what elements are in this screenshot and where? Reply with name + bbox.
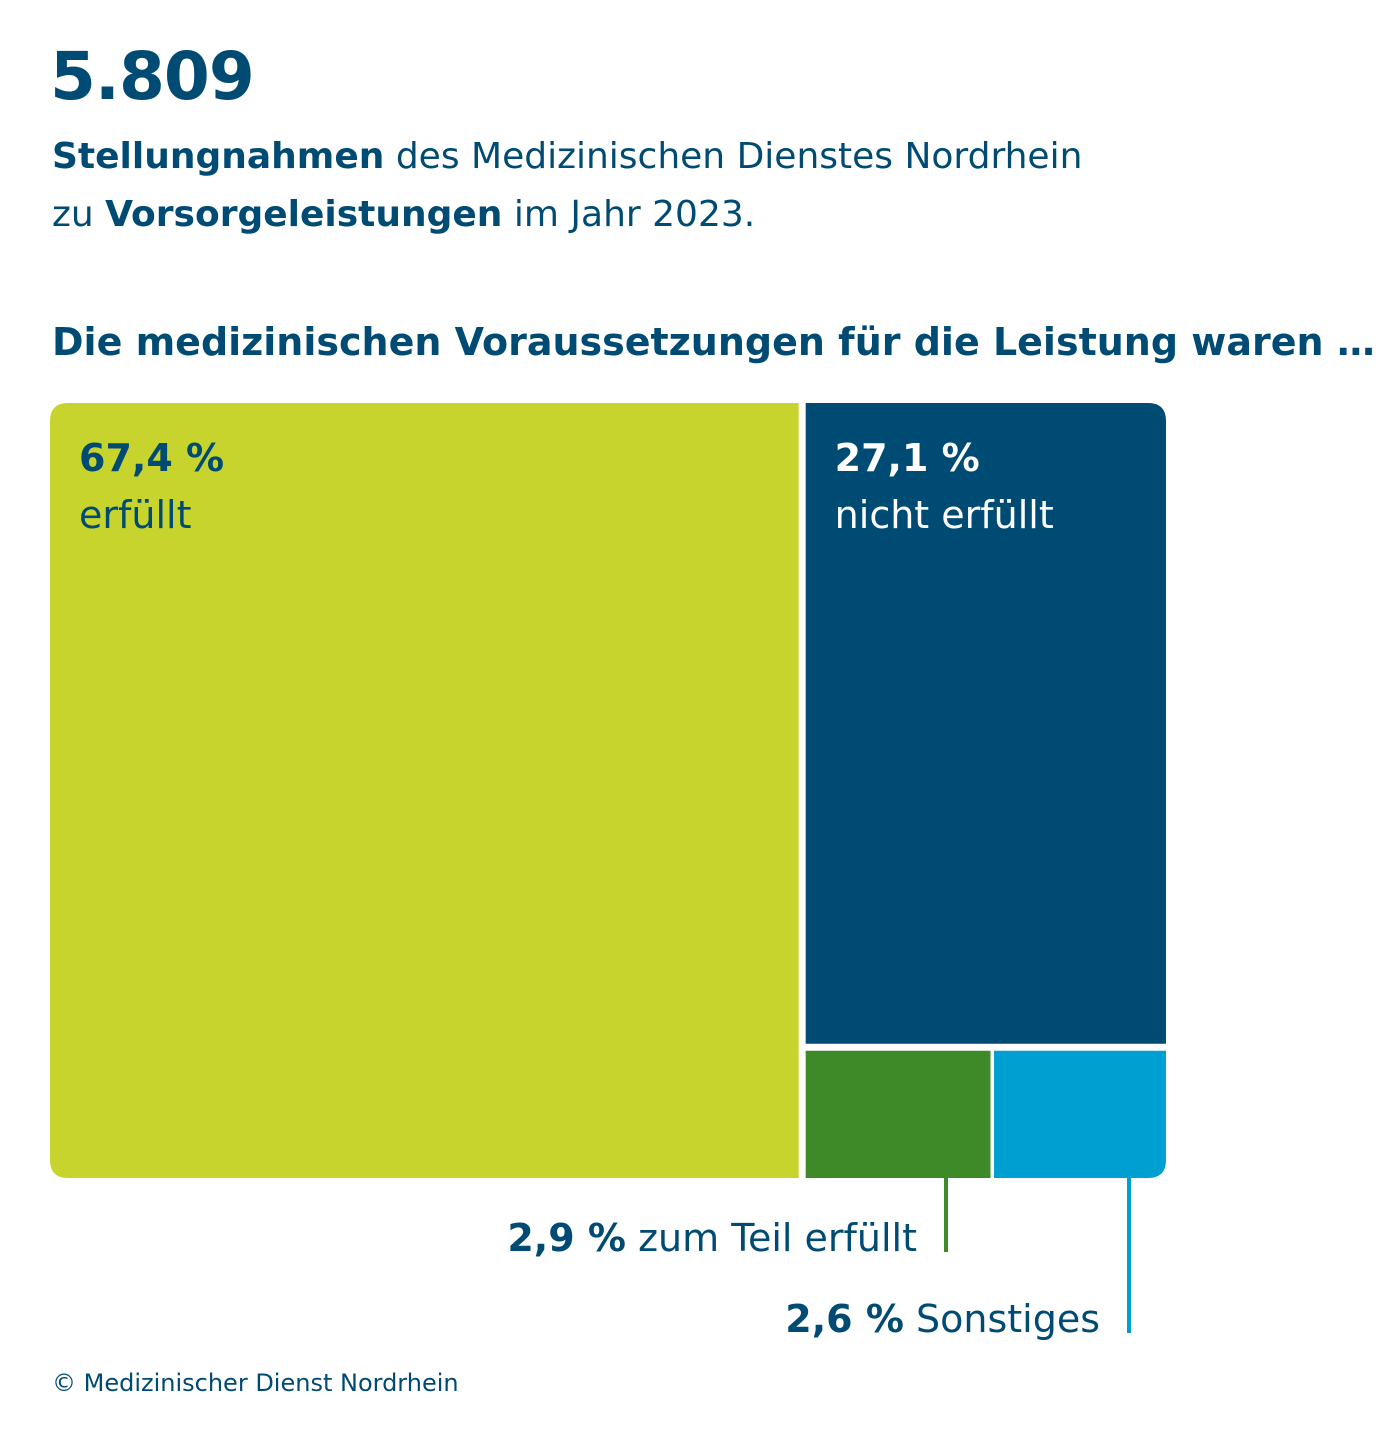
callout-label-zum-teil-erfuellt: 2,9 % zum Teil erfüllt bbox=[507, 1216, 917, 1260]
callout-label-sonstiges: 2,6 % Sonstiges bbox=[785, 1297, 1100, 1341]
subtitle: Stellungnahmen des Medizinischen Dienste… bbox=[52, 128, 1302, 244]
value-label-nicht-erfuellt: 27,1 % bbox=[835, 436, 980, 480]
category-label-nicht-erfuellt: nicht erfüllt bbox=[835, 493, 1054, 537]
treemap-cell-zum-teil-erfuellt bbox=[805, 1050, 991, 1178]
subtitle-bold-2: Vorsorgeleistungen bbox=[105, 194, 503, 235]
subtitle-text-2: zu bbox=[52, 194, 106, 235]
value-label-erfuellt: 67,4 % bbox=[79, 436, 224, 480]
treemap-cell-sonstiges bbox=[994, 1050, 1166, 1178]
value-label-sonstiges: 2,6 % bbox=[785, 1297, 904, 1341]
category-label-zum-teil-erfuellt: zum Teil erfüllt bbox=[626, 1216, 917, 1260]
category-label-erfuellt: erfüllt bbox=[79, 493, 191, 537]
chart-question: Die medizinischen Voraussetzungen für di… bbox=[52, 320, 1375, 364]
subtitle-text-1: des Medizinischen Dienstes Nordrhein bbox=[384, 136, 1083, 177]
copyright-credit: © Medizinischer Dienst Nordrhein bbox=[52, 1369, 459, 1397]
value-label-zum-teil-erfuellt: 2,9 % bbox=[507, 1216, 626, 1260]
category-label-sonstiges: Sonstiges bbox=[904, 1297, 1100, 1341]
subtitle-bold-1: Stellungnahmen bbox=[52, 136, 385, 177]
subtitle-text-3: im Jahr 2023. bbox=[502, 194, 756, 235]
treemap-cell-nicht-erfuellt bbox=[805, 403, 1166, 1044]
total-count: 5.809 bbox=[50, 38, 255, 115]
treemap-cell-erfuellt bbox=[50, 403, 799, 1178]
